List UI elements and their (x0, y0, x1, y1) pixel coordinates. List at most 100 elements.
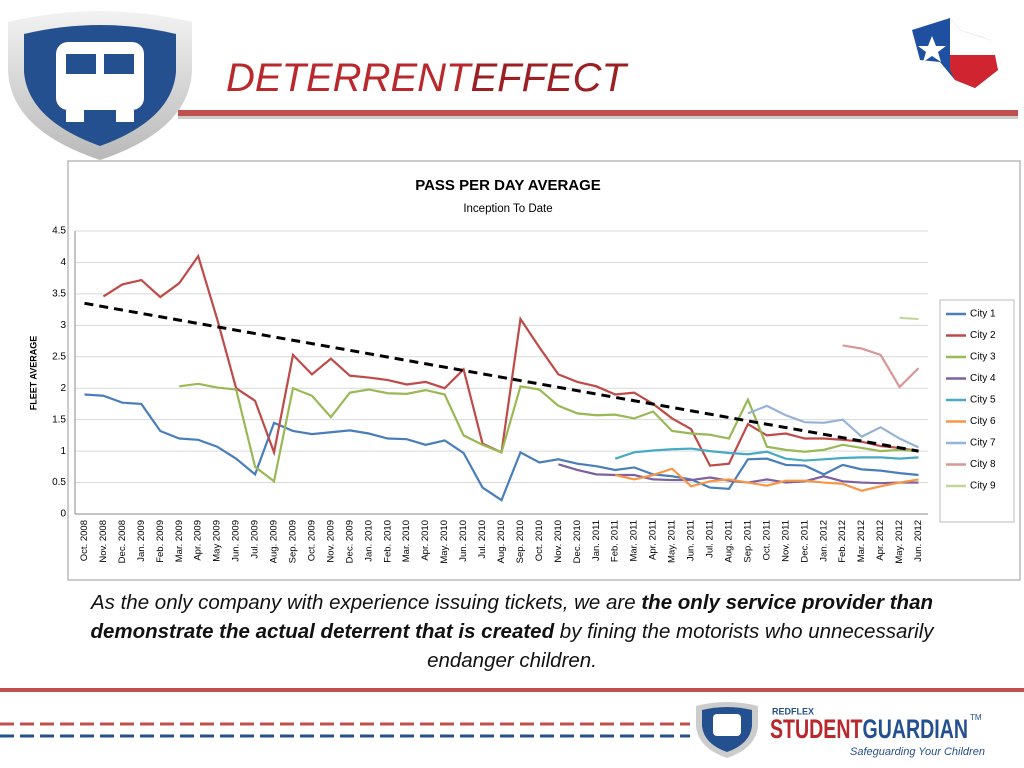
x-tick-label: Jul. 2010 (477, 520, 488, 559)
legend-label: City 5 (970, 395, 996, 406)
line-series (899, 316, 919, 321)
title-part: DETERRENT (226, 56, 473, 100)
body-text: As the only company with experience issu… (50, 588, 974, 675)
y-tick-label: 2 (60, 383, 66, 394)
x-tick-label: Oct. 2009 (306, 520, 317, 561)
legend-label: City 9 (970, 481, 996, 492)
footer-rule (0, 688, 1024, 692)
brand-top: REDFLEX (772, 706, 814, 716)
x-tick-label: Apr. 2011 (648, 520, 659, 560)
brand: STUDENTGUARDIAN (770, 714, 968, 744)
bus-window (104, 54, 134, 74)
star (918, 36, 946, 62)
x-tick-label: Feb. 2012 (837, 520, 848, 563)
y-tick-label: 0 (60, 509, 66, 520)
x-tick-label: Sep. 2010 (515, 520, 526, 563)
trendline (84, 301, 919, 453)
y-tick-label: 4 (60, 257, 66, 268)
x-tick-label: May. 2011 (667, 520, 678, 563)
slide-title: DETERRENTEFFECT (226, 56, 629, 100)
x-tick-label: Dec. 2011 (799, 520, 810, 563)
bus-window (66, 54, 96, 74)
x-tick-label: Apr. 2009 (193, 520, 204, 561)
x-tick-label: Mar. 2012 (856, 520, 867, 562)
y-tick-label: 1 (60, 446, 66, 457)
x-tick-label: Aug. 2010 (496, 520, 507, 563)
legend-label: City 7 (970, 438, 996, 449)
x-tick-label: Dec. 2008 (117, 520, 128, 563)
body-text-part: As the only company with experience issu… (90, 591, 642, 614)
x-tick-label: May 2009 (212, 520, 223, 562)
x-tick-label: Jan. 2010 (363, 520, 374, 562)
x-tick-label: Nov. 2008 (98, 520, 109, 563)
x-tick-label: Jun. 2010 (458, 520, 469, 562)
x-tick-label: Aug. 2009 (269, 520, 280, 563)
line-series (614, 467, 919, 492)
brand-part: GUARDIAN (862, 714, 968, 744)
x-tick-label: Feb. 2010 (382, 520, 393, 563)
chart-frame (67, 160, 1021, 581)
body-text-part: by fining the motorists who unnecessaril… (427, 620, 934, 672)
line-series (747, 404, 919, 449)
x-tick-label: Mar. 2011 (629, 520, 640, 562)
texas-map (950, 18, 995, 55)
legend-label: City 6 (970, 416, 996, 427)
legend-label: City 3 (970, 352, 996, 363)
x-tick-label: Sep. 2011 (742, 520, 753, 563)
bus-wheel (116, 110, 134, 122)
y-axis-label: FLEET AVERAGE (28, 336, 38, 411)
x-tick-label: Jul. 2009 (250, 520, 261, 559)
y-tick-label: 4.5 (52, 226, 66, 237)
y-tick-label: 3.5 (52, 289, 66, 300)
x-tick-label: Mar. 2009 (174, 520, 185, 562)
x-tick-label: Jan. 2009 (136, 520, 147, 562)
x-tick-label: Jan. 2011 (591, 520, 602, 561)
y-tick-label: 0.5 (52, 477, 66, 488)
x-tick-label: Jun. 2009 (231, 520, 242, 562)
legend-label: City 4 (970, 373, 996, 384)
legend-label: City 1 (970, 309, 996, 320)
title-part: EFFECT (470, 56, 628, 100)
x-tick-label: Dec. 2009 (344, 520, 355, 563)
line-series (842, 344, 920, 389)
trademark: TM (970, 713, 982, 722)
tagline: Safeguarding Your Children (850, 746, 985, 758)
x-tick-label: Jul. 2011 (705, 520, 716, 558)
brand-part: STUDENT (770, 714, 863, 744)
x-tick-label: Mar. 2010 (401, 520, 412, 562)
x-tick-label: Feb. 2009 (155, 520, 166, 563)
x-tick-label: Oct. 2010 (534, 520, 545, 561)
x-tick-label: Dec. 2010 (572, 520, 583, 563)
header-rule-shadow (178, 116, 1018, 119)
y-tick-label: 1.5 (52, 414, 66, 425)
x-tick-label: Apr. 2012 (875, 520, 886, 561)
x-tick-label: Nov. 2009 (325, 520, 336, 563)
texas-map (950, 55, 998, 88)
x-tick-label: Nov. 2010 (553, 520, 564, 563)
x-tick-label: Feb. 2011 (610, 520, 621, 562)
bus-icon (713, 714, 741, 736)
y-tick-label: 2.5 (52, 351, 66, 362)
bus-icon (56, 42, 144, 110)
x-tick-label: Jan. 2012 (818, 520, 829, 562)
chart-subtitle: Inception To Date (463, 203, 552, 215)
line-series (84, 393, 919, 502)
line-series (179, 382, 919, 484)
chart-title: PASS PER DAY AVERAGE (415, 177, 601, 194)
x-tick-label: Sep. 2009 (288, 520, 299, 563)
line-series (102, 253, 919, 467)
header-rule (178, 110, 1018, 116)
x-tick-label: May. 2012 (894, 520, 905, 564)
line-series (614, 447, 919, 462)
body-text-bold: the only service provider than demonstra… (90, 591, 933, 643)
chart: PASS PER DAY AVERAGE Inception To Date F… (28, 177, 1015, 564)
x-tick-label: Jun. 2012 (913, 520, 924, 562)
x-tick-label: May. 2010 (439, 520, 450, 564)
x-tick-label: Jun. 2011 (686, 520, 697, 561)
y-tick-label: 3 (60, 320, 66, 331)
legend-label: City 8 (970, 459, 996, 470)
x-tick-label: Apr. 2010 (420, 520, 431, 561)
x-tick-label: Nov. 2011 (780, 520, 791, 562)
